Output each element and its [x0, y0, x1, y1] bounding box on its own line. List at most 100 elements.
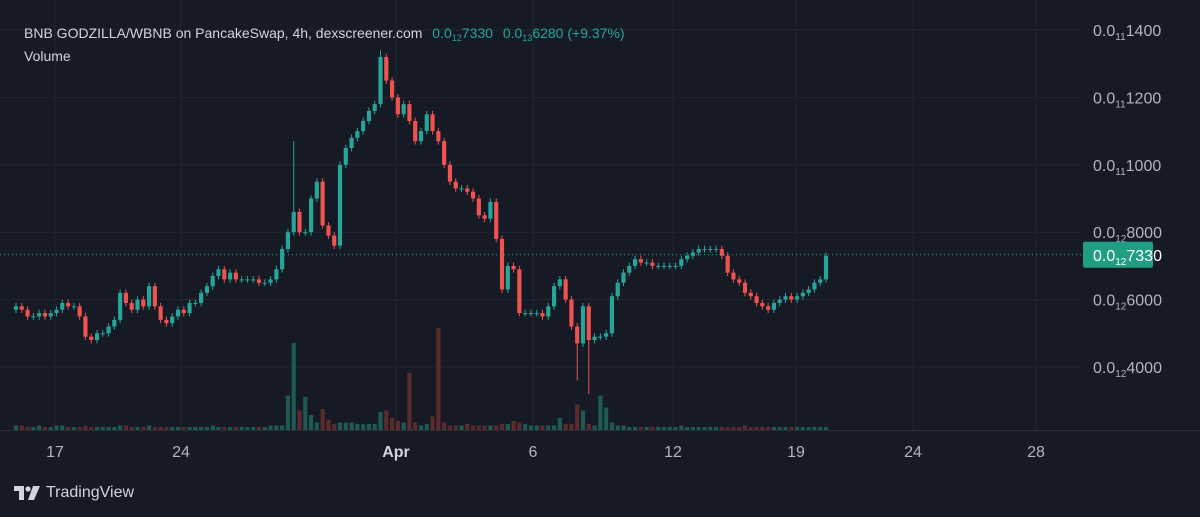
volume-bar — [569, 424, 574, 430]
candle-body — [696, 249, 701, 253]
volume-bar — [598, 395, 603, 430]
candle-body — [361, 120, 366, 132]
candle-body — [389, 80, 395, 98]
candle-body — [430, 114, 435, 132]
volume-bar — [690, 427, 696, 430]
candle-body — [812, 282, 817, 290]
time-axis[interactable]: 17 24 Apr 6 12 19 24 28 — [46, 444, 1045, 461]
candle-body — [627, 265, 632, 273]
candle-body — [158, 306, 163, 320]
candle-body — [320, 181, 325, 226]
candle-body — [586, 306, 591, 341]
candle-body — [141, 299, 146, 307]
volume-bar — [227, 427, 233, 430]
volume-bar — [280, 425, 285, 430]
price-axis-label: 0.0124000 — [1093, 360, 1162, 380]
candle-body — [563, 279, 568, 300]
volume-bar — [476, 425, 481, 430]
candle-body — [227, 272, 233, 280]
volume-bar — [742, 425, 748, 430]
volume-bar — [708, 427, 713, 430]
candle-body — [719, 249, 724, 256]
legend-title-row: BNB GODZILLA/WBNB on PancakeSwap, 4h, de… — [24, 24, 625, 47]
candle-body — [19, 306, 24, 310]
tradingview-brand[interactable]: TradingView — [14, 484, 134, 502]
candle-body — [216, 269, 221, 277]
candle-body — [470, 191, 476, 199]
candle-body — [326, 225, 331, 236]
candle-body — [60, 302, 65, 310]
volume-bar — [25, 427, 30, 430]
volume-bar — [783, 427, 788, 430]
candle-body — [251, 279, 256, 281]
time-axis-label: 28 — [1027, 444, 1045, 461]
candle-body — [754, 296, 759, 303]
candle-body — [25, 309, 30, 317]
candle-body — [505, 265, 510, 290]
candle-body — [71, 306, 76, 308]
volume-bar — [199, 427, 204, 430]
volume-bar — [823, 427, 829, 430]
volume-bar — [326, 419, 331, 430]
volume-bar — [361, 424, 366, 430]
volume-bar — [754, 427, 759, 430]
candle-body — [794, 296, 800, 300]
time-axis-label: 24 — [904, 444, 922, 461]
time-axis-label: 24 — [172, 444, 190, 461]
chart-legend: BNB GODZILLA/WBNB on PancakeSwap, 4h, de… — [24, 24, 625, 65]
candle-body — [170, 316, 175, 324]
candle-body — [592, 336, 597, 341]
candle-body — [100, 333, 105, 335]
candle-body — [343, 147, 348, 165]
volume-bar — [800, 427, 805, 430]
volume-bar — [42, 427, 48, 430]
candle-body — [494, 201, 499, 239]
candle-body — [523, 313, 528, 315]
volume-bar — [60, 425, 65, 430]
candle-body — [551, 286, 557, 307]
candle-body — [534, 313, 539, 315]
volume-bar — [187, 427, 192, 430]
candle-body — [332, 235, 337, 246]
candle-body — [199, 292, 204, 303]
candle-body — [621, 272, 626, 283]
volume-bar — [31, 427, 36, 430]
volume-bar — [656, 427, 661, 430]
volume-bar — [193, 427, 198, 430]
last-price-label: 0.0127330 — [1093, 248, 1162, 268]
candle-body — [83, 316, 88, 337]
volume-bar — [100, 427, 105, 430]
candle-body — [575, 326, 580, 344]
volume-bar — [251, 427, 256, 430]
candle-body — [742, 282, 748, 293]
volume-bar — [575, 404, 580, 430]
volume-bar — [696, 427, 701, 430]
candle-body — [823, 255, 829, 280]
volume-bar — [332, 424, 337, 430]
volume-bar — [470, 425, 476, 430]
candle-body — [77, 306, 82, 317]
volume-bar — [557, 418, 562, 430]
volume-bar — [644, 427, 649, 430]
price-axis-label: 0.0111200 — [1093, 90, 1161, 110]
price-axis-label: 0.0111000 — [1093, 158, 1161, 178]
volume-bar — [401, 422, 406, 430]
volume-bar — [146, 425, 152, 430]
candle-body — [690, 252, 696, 256]
volume-bar — [436, 328, 441, 430]
volume-bar — [447, 425, 453, 430]
volume-bar — [453, 425, 458, 430]
candle-body — [482, 215, 487, 219]
volume-bar — [355, 424, 360, 430]
volume-bar — [83, 425, 88, 430]
volume-bar — [245, 427, 250, 430]
candle-body — [413, 120, 418, 142]
volume-bar — [748, 427, 753, 430]
price-axis[interactable]: 0.0111400 0.0111200 0.0111000 0.0128000 0.01… — [1093, 23, 1162, 380]
candle-body — [256, 279, 262, 283]
volume-bar — [222, 427, 227, 430]
candle-body — [609, 296, 615, 334]
volume-bar — [366, 424, 372, 430]
volume-bar — [482, 425, 487, 430]
